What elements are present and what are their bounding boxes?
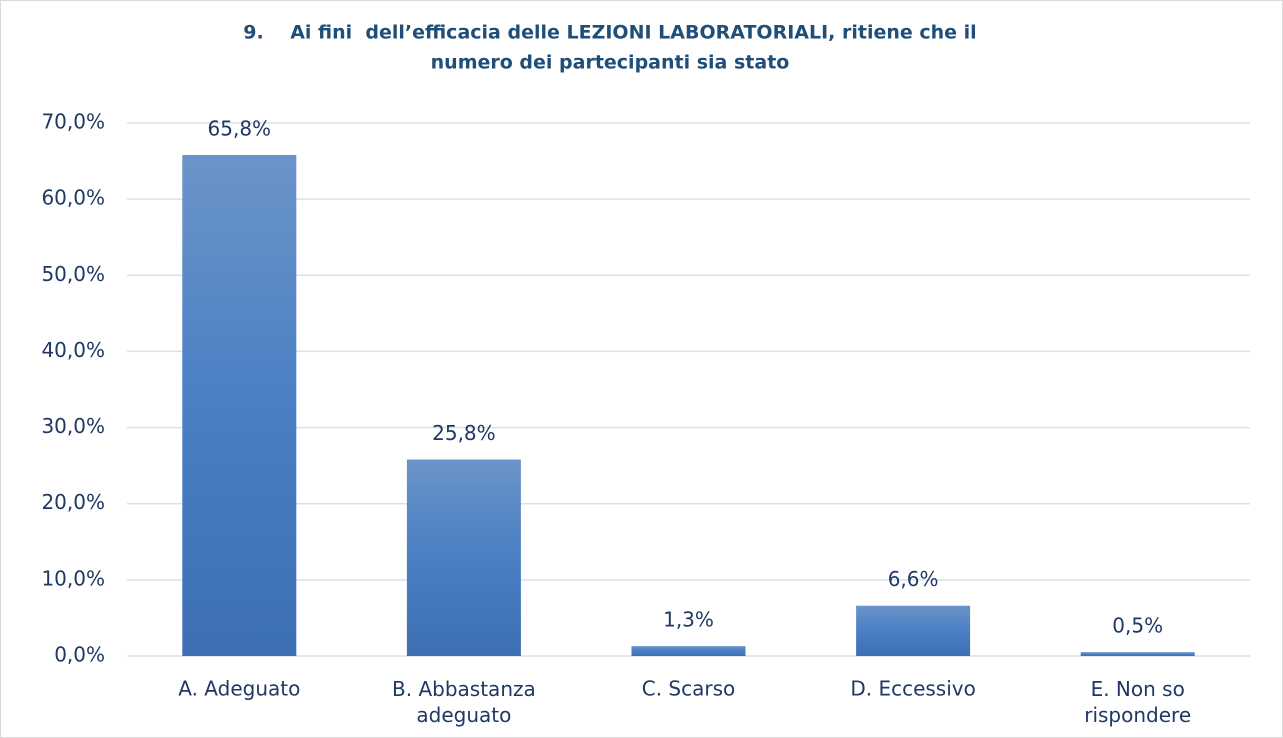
bar [1080, 652, 1195, 656]
chart-title: numero dei partecipanti sia stato [431, 52, 790, 74]
data-label: 1,3% [663, 608, 714, 632]
bar [631, 646, 746, 656]
data-label: 6,6% [888, 567, 939, 591]
data-label: 25,8% [432, 421, 496, 445]
data-label: 0,5% [1112, 614, 1163, 638]
chart-title: 9. Ai fini dell’efficacia delle LEZIONI … [243, 22, 976, 44]
x-tick-label: D. Eccessivo [850, 677, 976, 701]
bar [856, 605, 971, 656]
x-tick-label: B. Abbastanza adeguato [392, 677, 536, 727]
bar [406, 459, 521, 656]
y-tick-label: 60,0% [41, 186, 105, 210]
y-tick-label: 20,0% [41, 490, 105, 514]
x-tick-label: E. Non so rispondere [1084, 677, 1191, 727]
x-tick-label: A. Adeguato [178, 677, 300, 701]
x-tick-label: C. Scarso [642, 677, 736, 701]
y-tick-label: 70,0% [41, 110, 105, 134]
bar [182, 154, 297, 657]
y-tick-label: 40,0% [41, 338, 105, 362]
y-tick-label: 50,0% [41, 262, 105, 286]
y-tick-label: 10,0% [41, 566, 105, 590]
data-label: 65,8% [208, 116, 272, 140]
y-tick-label: 0,0% [54, 643, 105, 667]
y-tick-label: 30,0% [41, 414, 105, 438]
